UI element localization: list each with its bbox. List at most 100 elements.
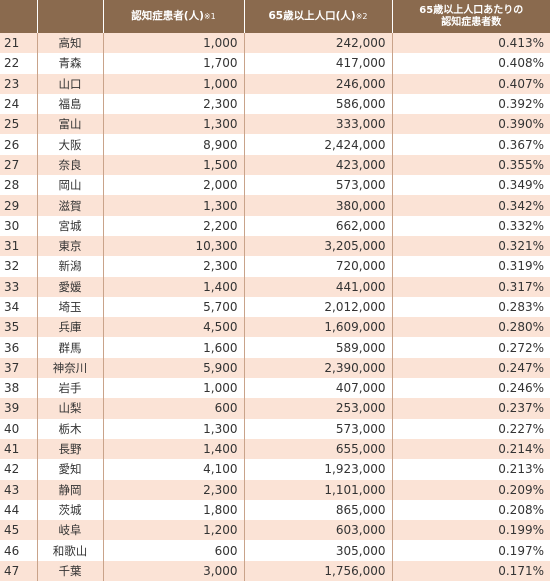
table-row: 45 岐阜 1,200 603,000 0.199% (0, 520, 550, 541)
patients-cell: 5,700 (103, 296, 245, 318)
table-row: 22 青森 1,700 417,000 0.408% (0, 53, 550, 74)
prefecture-cell: 山口 (37, 73, 104, 94)
patients-cell: 1,500 (103, 154, 245, 176)
prefecture-cell: 高知 (37, 33, 104, 54)
prefecture-cell: 山梨 (37, 398, 104, 419)
prefecture-cell: 奈良 (37, 154, 104, 176)
population-cell: 1,101,000 (244, 479, 393, 500)
rank-cell: 41 (0, 438, 38, 460)
rate-cell: 0.349% (392, 175, 550, 196)
population-cell: 1,609,000 (244, 317, 393, 338)
population-cell: 380,000 (244, 195, 393, 216)
prefecture-cell: 岐阜 (37, 520, 104, 541)
patients-cell: 4,100 (103, 459, 245, 480)
patients-cell: 2,300 (103, 479, 245, 500)
table-row: 42 愛知 4,100 1,923,000 0.213% (0, 459, 550, 480)
rank-cell: 44 (0, 499, 38, 521)
patients-cell: 600 (103, 398, 245, 419)
population-header: 65歳以上人口(人)※2 (244, 0, 393, 33)
rank-cell: 30 (0, 215, 38, 236)
population-cell: 3,205,000 (244, 235, 393, 257)
prefecture-cell: 千葉 (37, 560, 104, 581)
table-row: 30 宮城 2,200 662,000 0.332% (0, 215, 550, 236)
patients-cell: 600 (103, 540, 245, 561)
patients-cell: 1,400 (103, 276, 245, 297)
population-cell: 1,756,000 (244, 560, 393, 581)
population-cell: 242,000 (244, 33, 393, 54)
population-cell: 865,000 (244, 499, 393, 521)
table-header-row: 認知症患者(人)※1 65歳以上人口(人)※2 65歳以上人口あたりの 認知症患者… (0, 0, 550, 33)
prefecture-cell: 新潟 (37, 256, 104, 277)
patients-header-note: ※1 (203, 12, 216, 21)
table-row: 40 栃木 1,300 573,000 0.227% (0, 418, 550, 439)
population-cell: 2,424,000 (244, 134, 393, 155)
patients-cell: 8,900 (103, 134, 245, 155)
prefecture-cell: 宮城 (37, 215, 104, 236)
rate-cell: 0.227% (392, 418, 550, 439)
table-row: 47 千葉 3,000 1,756,000 0.171% (0, 560, 550, 581)
table-row: 25 富山 1,300 333,000 0.390% (0, 114, 550, 135)
patients-header-label: 認知症患者(人) (131, 10, 204, 22)
rate-cell: 0.246% (392, 378, 550, 399)
table-row: 38 岩手 1,000 407,000 0.246% (0, 378, 550, 399)
patients-cell: 1,000 (103, 73, 245, 94)
patients-cell: 2,300 (103, 256, 245, 277)
rate-header-line2: 認知症患者数 (441, 16, 502, 28)
rate-cell: 0.392% (392, 93, 550, 115)
rank-cell: 35 (0, 317, 38, 338)
population-cell: 2,390,000 (244, 357, 393, 379)
patients-cell: 2,300 (103, 93, 245, 115)
rate-cell: 0.332% (392, 215, 550, 236)
rate-cell: 0.407% (392, 73, 550, 94)
rate-cell: 0.342% (392, 195, 550, 216)
rank-cell: 25 (0, 114, 38, 135)
table-body: 21 高知 1,000 242,000 0.413% 22 青森 1,700 417,000 0.… (0, 33, 550, 581)
table-row: 35 兵庫 4,500 1,609,000 0.280% (0, 317, 550, 338)
rank-cell: 31 (0, 235, 38, 257)
prefecture-cell: 神奈川 (37, 357, 104, 379)
rate-cell: 0.199% (392, 520, 550, 541)
prefecture-cell: 兵庫 (37, 317, 104, 338)
prefecture-cell: 福島 (37, 93, 104, 115)
rate-cell: 0.321% (392, 235, 550, 257)
rank-cell: 34 (0, 296, 38, 318)
rate-cell: 0.171% (392, 560, 550, 581)
rank-cell: 37 (0, 357, 38, 379)
rank-cell: 38 (0, 378, 38, 399)
rank-cell: 26 (0, 134, 38, 155)
population-cell: 441,000 (244, 276, 393, 297)
rate-cell: 0.408% (392, 53, 550, 74)
population-cell: 2,012,000 (244, 296, 393, 318)
table-row: 44 茨城 1,800 865,000 0.208% (0, 499, 550, 521)
population-cell: 333,000 (244, 114, 393, 135)
prefecture-cell: 東京 (37, 235, 104, 257)
rate-cell: 0.390% (392, 114, 550, 135)
table-row: 32 新潟 2,300 720,000 0.319% (0, 256, 550, 277)
prefecture-cell: 長野 (37, 438, 104, 460)
population-cell: 662,000 (244, 215, 393, 236)
rank-header (0, 0, 38, 33)
prefecture-cell: 愛知 (37, 459, 104, 480)
prefecture-cell: 大阪 (37, 134, 104, 155)
table-row: 36 群馬 1,600 589,000 0.272% (0, 337, 550, 358)
rank-cell: 27 (0, 154, 38, 176)
table-row: 23 山口 1,000 246,000 0.407% (0, 73, 550, 94)
rate-header-line1: 65歳以上人口あたりの (419, 4, 524, 16)
patients-cell: 4,500 (103, 317, 245, 338)
prefecture-cell: 岡山 (37, 175, 104, 196)
prefecture-cell: 埼玉 (37, 296, 104, 318)
rate-cell: 0.280% (392, 317, 550, 338)
population-cell: 423,000 (244, 154, 393, 176)
population-cell: 720,000 (244, 256, 393, 277)
rate-cell: 0.237% (392, 398, 550, 419)
table-row: 43 静岡 2,300 1,101,000 0.209% (0, 479, 550, 500)
table-row: 34 埼玉 5,700 2,012,000 0.283% (0, 296, 550, 318)
patients-cell: 1,000 (103, 33, 245, 54)
population-cell: 246,000 (244, 73, 393, 94)
table-row: 37 神奈川 5,900 2,390,000 0.247% (0, 357, 550, 379)
prefecture-cell: 青森 (37, 53, 104, 74)
prefecture-cell: 富山 (37, 114, 104, 135)
rank-cell: 22 (0, 53, 38, 74)
population-cell: 603,000 (244, 520, 393, 541)
rank-cell: 23 (0, 73, 38, 94)
